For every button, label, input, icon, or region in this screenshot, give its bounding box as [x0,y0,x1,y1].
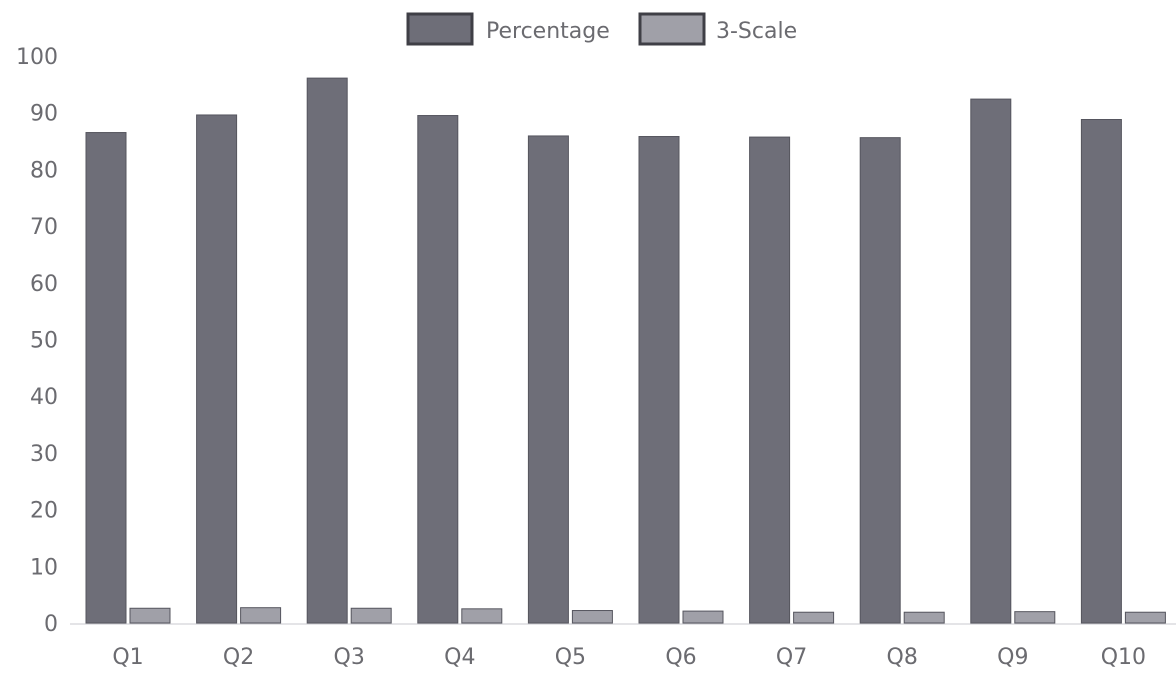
bar-3-scale [129,607,171,624]
y-tick-label: 20 [30,499,58,524]
bar-3-scale [1014,611,1056,624]
bars-area [85,77,1166,624]
bar-percentage [85,132,127,624]
bar-3-scale [903,611,945,624]
y-tick-label: 80 [30,158,58,183]
legend-label-3-scale: 3-Scale [716,19,797,44]
y-tick-label: 0 [44,612,58,637]
x-tick-label: Q5 [555,645,586,670]
x-tick-label: Q1 [112,645,143,670]
y-axis: 0 10 20 30 40 50 60 70 80 90 100 [16,45,58,637]
x-tick-label: Q10 [1101,645,1146,670]
bar-3-scale [461,608,503,624]
y-tick-label: 100 [16,45,58,70]
legend-label-percentage: Percentage [486,19,610,44]
bar-percentage [527,135,569,624]
x-tick-label: Q4 [444,645,475,670]
legend-swatch-percentage [406,12,474,46]
x-tick-label: Q7 [776,645,807,670]
chart-legend: Percentage 3-Scale [406,12,797,46]
bar-3-scale [793,611,835,624]
y-tick-label: 10 [30,555,58,580]
x-tick-label: Q9 [997,645,1028,670]
bar-3-scale [1124,611,1166,624]
bar-percentage [749,136,791,624]
x-tick-label: Q2 [223,645,254,670]
y-tick-label: 70 [30,215,58,240]
bar-3-scale [571,610,613,624]
x-axis: Q1 Q2 Q3 Q4 Q5 Q6 Q7 Q8 Q9 Q10 [70,623,1176,670]
bar-3-scale [682,610,724,624]
x-tick-label: Q3 [334,645,365,670]
y-tick-label: 40 [30,385,58,410]
bar-percentage [196,114,238,624]
bar-3-scale [240,607,282,624]
x-tick-label: Q8 [887,645,918,670]
bar-percentage [306,77,348,624]
y-tick-label: 90 [30,102,58,127]
y-tick-label: 30 [30,442,58,467]
bar-percentage [970,98,1012,624]
x-tick-label: Q6 [665,645,696,670]
legend-swatch-3-scale [638,12,706,46]
bar-percentage [1080,119,1122,624]
bar-3-scale [350,607,392,624]
bar-percentage [417,115,459,624]
y-tick-label: 50 [30,329,58,354]
bar-percentage [638,136,680,624]
y-tick-label: 60 [30,272,58,297]
bar-percentage [859,137,901,624]
